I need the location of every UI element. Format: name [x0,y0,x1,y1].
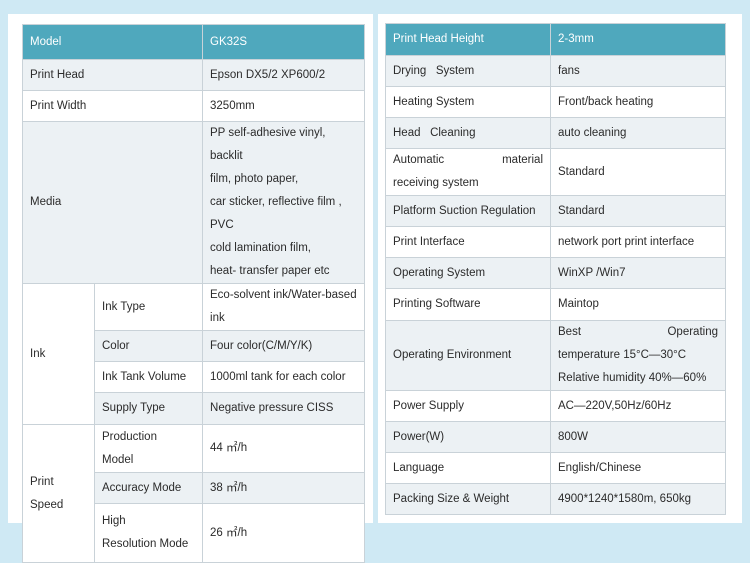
print-width-value: 3250mm [202,90,366,122]
ink-group-label: Ink [22,283,95,425]
print-interface-value: network port print interface [550,226,726,258]
media-label: Media [21,121,204,284]
environment-line: Relative humidity 40%—60% [558,372,707,384]
table-row: Supply Type Negative pressure CISS [23,392,366,425]
production-line: Production [102,430,157,443]
operating-environment-label: Operating Environment [385,320,551,391]
media-line: car sticker, reflective film , PVC [210,196,342,231]
media-line: film, photo paper, [210,173,299,185]
table-header-row: Model GK32S [21,24,366,60]
media-line: cold lamination film, [210,242,311,254]
table-row: Heating System Front/back heating [385,86,726,118]
operating-system-label: Operating System [385,257,551,289]
print-interface-label: Print Interface [385,226,551,258]
operating-system-value: WinXP /Win7 [550,257,726,289]
print-width-label: Print Width [21,90,204,122]
right-spec-table: Print Head Height 2-3mm Drying System fa… [385,23,726,515]
table-row: Printing Software Maintop [385,288,726,321]
suction-regulation-value: Standard [550,195,726,227]
table-header-row: Print Head Height 2-3mm [385,23,726,56]
table-row: Head Cleaning auto cleaning [385,117,726,149]
language-label: Language [385,452,551,484]
table-row: Print Speed Production Model 44 ㎡/h [22,424,366,563]
environment-line: Best Operating [558,326,718,338]
left-spec-panel: Model GK32S Print Head Epson DX5/2 XP600… [8,14,373,563]
packing-size-value: 4900*1240*1580m, 650kg [550,483,726,515]
table-row: Media PP self-adhesive vinyl, backlit fi… [21,121,366,284]
table-row: Packing Size & Weight 4900*1240*1580m, 6… [385,483,726,515]
high-res-mode-label: High Resolution Mode [93,503,204,563]
table-row: Drying System fans [385,55,726,87]
ink-type-line: ink [210,312,225,324]
receiving-system-value: Standard [550,148,726,196]
accuracy-mode-label: Accuracy Mode [93,472,204,504]
table-row: Print Head Epson DX5/2 XP600/2 [21,59,366,91]
high-res-line: High [102,515,126,527]
model-value: GK32S [202,24,366,60]
ink-tank-label: Ink Tank Volume [93,361,204,393]
production-mode-label: Production Model [93,424,204,473]
supply-type-value: Negative pressure CISS [202,392,366,425]
power-supply-label: Power Supply [385,390,551,422]
table-row: Ink Tank Volume 1000ml tank for each col… [23,361,366,393]
left-spec-table: Model GK32S Print Head Epson DX5/2 XP600… [21,24,366,563]
head-cleaning-value: auto cleaning [550,117,726,149]
drying-system-value: fans [550,55,726,87]
heating-system-label: Heating System [385,86,551,118]
packing-size-label: Packing Size & Weight [385,483,551,515]
operating-environment-value: Best Operating temperature 15°C—30°C Rel… [550,320,726,391]
print-head-value: Epson DX5/2 XP600/2 [202,59,366,91]
head-cleaning-label: Head Cleaning [385,117,551,149]
heating-system-value: Front/back heating [550,86,726,118]
right-spec-panel: Print Head Height 2-3mm Drying System fa… [378,14,742,523]
print-head-height-value: 2-3mm [550,23,726,56]
production-line: Model [102,453,134,466]
table-row: Power Supply AC—220V,50Hz/60Hz [385,390,726,422]
accuracy-mode-value: 38 ㎡/h [202,472,366,504]
print-speed-label: Print Speed [22,424,95,563]
table-row: Language English/Chinese [385,452,726,484]
table-row: Operating Environment Best Operating tem… [385,320,726,391]
table-row: Print Interface network port print inter… [385,226,726,258]
model-label: Model [21,24,204,60]
receiving-line: Automatic material [393,154,543,166]
media-value: PP self-adhesive vinyl, backlit film, ph… [202,121,366,284]
power-w-label: Power(W) [385,421,551,453]
table-row: Automatic material receiving system Stan… [385,148,726,196]
table-row: Color Four color(C/M/Y/K) [23,330,366,362]
print-head-height-label: Print Head Height [385,23,551,56]
media-line: heat- transfer paper etc [210,265,330,277]
print-speed-line: Print [30,475,54,488]
table-row: Ink Ink Type Eco-solvent ink/Water-based… [22,283,366,425]
table-row: Power(W) 800W [385,421,726,453]
drying-system-label: Drying System [385,55,551,87]
printing-software-label: Printing Software [385,288,551,321]
ink-type-label: Ink Type [93,283,204,331]
color-value: Four color(C/M/Y/K) [202,330,366,362]
print-speed-line: Speed [30,498,64,511]
power-supply-value: AC—220V,50Hz/60Hz [550,390,726,422]
environment-line: temperature 15°C—30°C [558,349,687,361]
language-value: English/Chinese [550,452,726,484]
printing-software-value: Maintop [550,288,726,321]
receiving-system-label: Automatic material receiving system [385,148,551,196]
table-row: Print Width 3250mm [21,90,366,122]
production-mode-value: 44 ㎡/h [202,424,366,473]
high-res-mode-value: 26 ㎡/h [202,503,366,563]
table-row: Accuracy Mode 38 ㎡/h [23,472,366,504]
ink-type-line: Eco-solvent ink/Water-based [210,289,357,301]
receiving-line: receiving system [393,177,479,189]
table-row: Platform Suction Regulation Standard [385,195,726,227]
table-row: Operating System WinXP /Win7 [385,257,726,289]
color-label: Color [93,330,204,362]
suction-regulation-label: Platform Suction Regulation [385,195,551,227]
media-line: PP self-adhesive vinyl, backlit [210,127,326,162]
ink-type-value: Eco-solvent ink/Water-based ink [202,283,366,331]
ink-tank-value: 1000ml tank for each color [202,361,366,393]
print-head-label: Print Head [21,59,204,91]
power-w-value: 800W [550,421,726,453]
supply-type-label: Supply Type [93,392,204,425]
